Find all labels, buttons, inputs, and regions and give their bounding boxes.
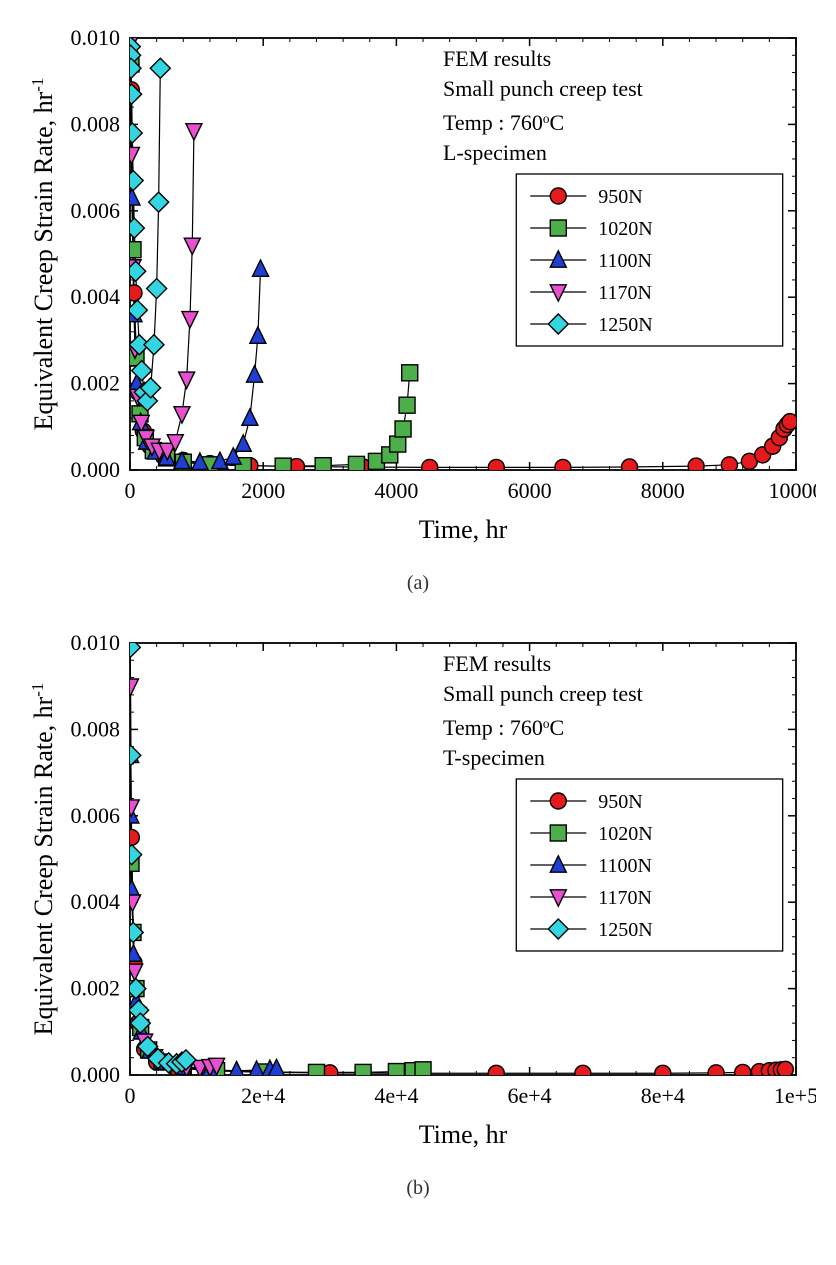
- svg-text:Small punch creep test: Small punch creep test: [443, 76, 643, 101]
- svg-text:1250N: 1250N: [598, 314, 652, 336]
- svg-text:0.006: 0.006: [71, 803, 121, 828]
- svg-text:8e+4: 8e+4: [641, 1083, 685, 1108]
- svg-text:10000: 10000: [769, 478, 817, 503]
- svg-text:L-specimen: L-specimen: [443, 140, 547, 165]
- svg-text:0: 0: [125, 478, 136, 503]
- svg-text:0.000: 0.000: [71, 1062, 121, 1087]
- svg-text:4e+4: 4e+4: [374, 1083, 418, 1108]
- chart-b: 0 2e+4 4e+4 6e+4 8e+4 1e+5 0.000 0.002 0.004 0.00…: [20, 625, 816, 1165]
- svg-text:Equivalent Creep Strain Rate,: Equivalent Creep Strain Rate, hr-1: [28, 78, 59, 431]
- svg-text:6e+4: 6e+4: [508, 1083, 552, 1108]
- svg-text:0: 0: [125, 1083, 136, 1108]
- svg-text:0.002: 0.002: [71, 371, 121, 396]
- caption-b: (b): [20, 1177, 816, 1200]
- svg-text:0.004: 0.004: [71, 284, 121, 309]
- svg-text:Temp : 760oC: Temp : 760oC: [443, 715, 564, 740]
- svg-text:1170N: 1170N: [598, 887, 652, 909]
- svg-text:2000: 2000: [241, 478, 285, 503]
- chart-a-container: 0 2000 4000 6000 8000 10000 0.000 0.002 0.004 0.0…: [20, 20, 816, 560]
- svg-text:FEM results: FEM results: [443, 46, 551, 71]
- svg-text:1100N: 1100N: [598, 250, 652, 272]
- svg-text:4000: 4000: [374, 478, 418, 503]
- caption-a: (a): [20, 572, 816, 595]
- svg-text:FEM results: FEM results: [443, 651, 551, 676]
- svg-text:950N: 950N: [598, 791, 642, 813]
- chart-a: 0 2000 4000 6000 8000 10000 0.000 0.002 0.004 0.0…: [20, 20, 816, 560]
- svg-text:0.000: 0.000: [71, 457, 121, 482]
- chart-b-container: 0 2e+4 4e+4 6e+4 8e+4 1e+5 0.000 0.002 0.004 0.00…: [20, 625, 816, 1165]
- svg-text:Temp : 760oC: Temp : 760oC: [443, 110, 564, 135]
- figure-a: 0 2000 4000 6000 8000 10000 0.000 0.002 0.004 0.0…: [20, 20, 816, 595]
- figure-b: 0 2e+4 4e+4 6e+4 8e+4 1e+5 0.000 0.002 0.004 0.00…: [20, 625, 816, 1200]
- svg-text:0.010: 0.010: [71, 25, 121, 50]
- svg-text:0.004: 0.004: [71, 889, 121, 914]
- svg-text:1170N: 1170N: [598, 282, 652, 304]
- svg-text:1020N: 1020N: [598, 218, 652, 240]
- svg-text:1250N: 1250N: [598, 919, 652, 941]
- svg-text:8000: 8000: [641, 478, 685, 503]
- svg-text:T-specimen: T-specimen: [443, 745, 545, 770]
- svg-text:950N: 950N: [598, 186, 642, 208]
- svg-text:0.008: 0.008: [71, 716, 121, 741]
- svg-text:0.002: 0.002: [71, 976, 121, 1001]
- svg-text:Time, hr: Time, hr: [419, 515, 508, 544]
- svg-text:6000: 6000: [508, 478, 552, 503]
- svg-text:0.006: 0.006: [71, 198, 121, 223]
- svg-text:2e+4: 2e+4: [241, 1083, 285, 1108]
- svg-text:0.008: 0.008: [71, 111, 121, 136]
- svg-text:1100N: 1100N: [598, 855, 652, 877]
- svg-text:0.010: 0.010: [71, 630, 121, 655]
- svg-text:1e+5: 1e+5: [774, 1083, 816, 1108]
- svg-text:Equivalent Creep Strain Rate,: Equivalent Creep Strain Rate, hr-1: [28, 683, 59, 1036]
- svg-text:Time, hr: Time, hr: [419, 1120, 508, 1149]
- svg-text:Small punch creep test: Small punch creep test: [443, 681, 643, 706]
- svg-text:1020N: 1020N: [598, 823, 652, 845]
